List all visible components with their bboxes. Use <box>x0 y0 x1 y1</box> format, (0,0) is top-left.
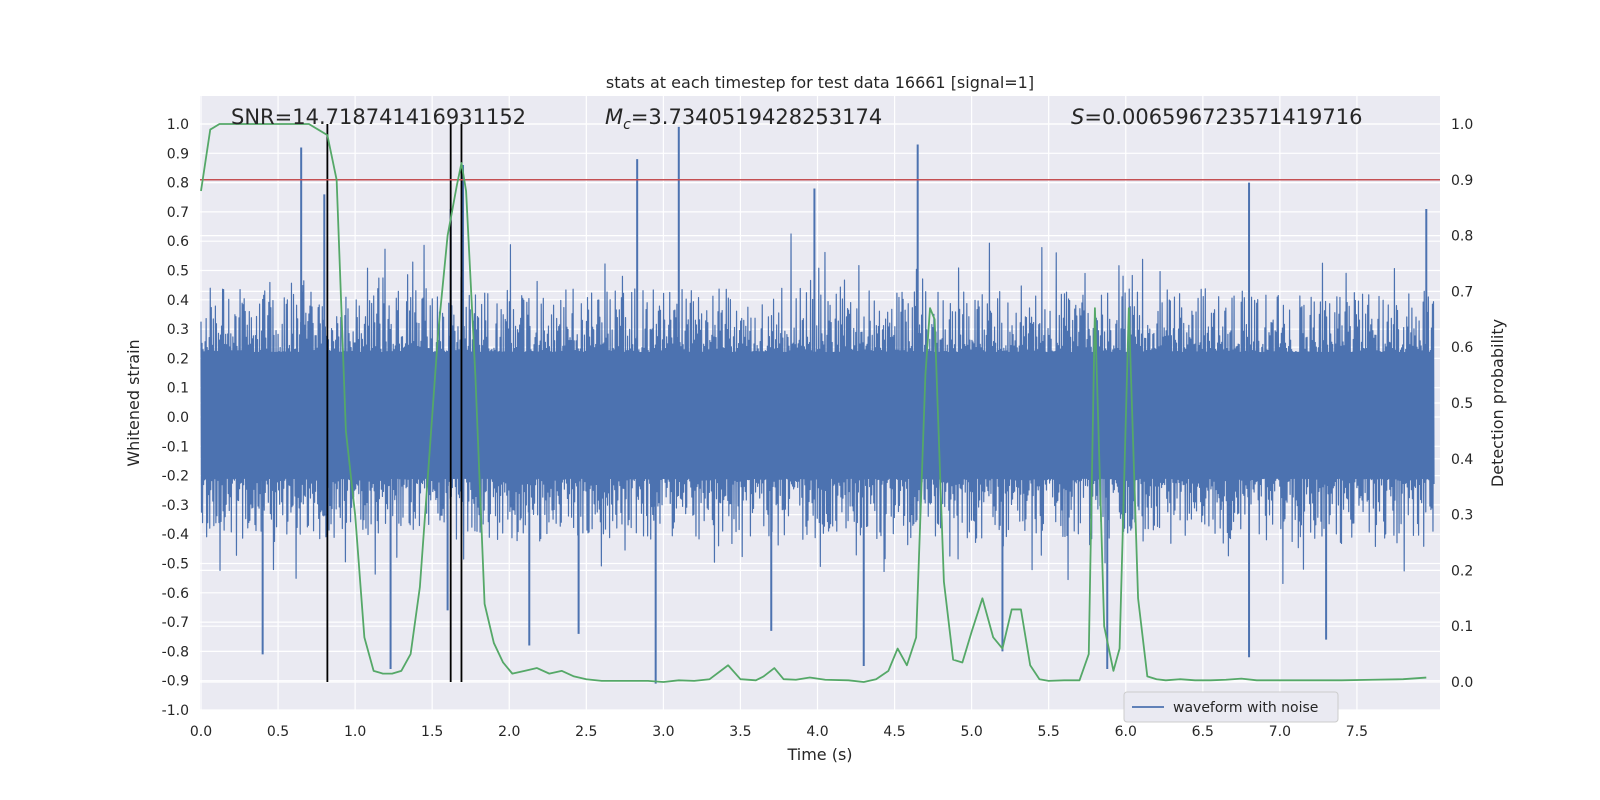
s-annotation: S=0.006596723571419716 <box>1071 105 1362 129</box>
x-tick-label: 5.0 <box>960 724 982 740</box>
y-tick-label: -0.6 <box>162 586 189 602</box>
y-tick-label: -1.0 <box>162 703 189 719</box>
x-tick-label: 5.5 <box>1038 724 1060 740</box>
y-right-tick-label: 0.3 <box>1451 508 1473 524</box>
x-tick-label: 3.0 <box>652 724 674 740</box>
y-tick-label: -0.9 <box>162 674 189 690</box>
y-tick-label: -0.3 <box>162 498 189 514</box>
y-tick-label: -0.8 <box>162 644 189 660</box>
y-tick-label: -0.2 <box>162 469 189 485</box>
y-right-tick-label: 0.6 <box>1451 340 1473 356</box>
y-tick-label: 0.9 <box>167 146 189 162</box>
probability-line <box>200 123 1427 683</box>
y-axis-label: Whitened strain <box>124 339 143 466</box>
chart-title: stats at each timestep for test data 166… <box>606 73 1034 92</box>
y-tick-label: -0.5 <box>162 557 189 573</box>
y-tick-label: 1.0 <box>167 117 189 133</box>
x-tick-label: 6.5 <box>1192 724 1214 740</box>
x-tick-label: 1.5 <box>421 724 443 740</box>
y-right-tick-label: 0.5 <box>1451 396 1473 412</box>
y-right-tick-labels: 0.0 0.1 0.2 0.3 0.4 0.5 0.6 0.7 0.8 0.9 1.0 <box>1451 117 1473 691</box>
y-tick-label: 0.1 <box>167 381 189 397</box>
y-tick-label: 0.7 <box>167 205 189 221</box>
x-tick-label: 3.5 <box>729 724 751 740</box>
x-tick-label: 2.5 <box>575 724 597 740</box>
x-tick-label: 6.0 <box>1115 724 1137 740</box>
y-right-axis-label: Detection probability <box>1488 319 1507 487</box>
y-tick-label: -0.1 <box>162 439 189 455</box>
y-right-tick-label: 0.7 <box>1451 284 1473 300</box>
snr-annotation: SNR=14.718741416931152 <box>231 105 526 129</box>
x-axis-label: Time (s) <box>786 745 852 764</box>
y-right-tick-label: 0.2 <box>1451 563 1473 579</box>
chirp-mass-value: =3.7340519428253174 <box>631 105 882 129</box>
y-right-tick-label: 1.0 <box>1451 117 1473 133</box>
chirp-mass-annotation: Mc=3.7340519428253174 <box>605 105 882 133</box>
y-right-tick-label: 0.1 <box>1451 619 1473 635</box>
legend: waveform with noise <box>1123 691 1339 723</box>
y-tick-labels: -1.0 -0.9 -0.8 -0.7 -0.6 -0.5 -0.4 -0.3 -0.2 -0.1… <box>162 117 189 719</box>
x-tick-label: 4.0 <box>806 724 828 740</box>
y-tick-label: -0.4 <box>162 527 189 543</box>
y-tick-label: 0.4 <box>167 293 189 309</box>
y-tick-label: 0.3 <box>167 322 189 338</box>
x-tick-label: 0.0 <box>190 724 212 740</box>
legend-label: waveform with noise <box>1173 700 1318 716</box>
x-tick-label: 4.5 <box>883 724 905 740</box>
x-tick-label: 2.0 <box>498 724 520 740</box>
y-tick-label: 0.5 <box>167 264 189 280</box>
x-tick-labels: 0.0 0.5 1.0 1.5 2.0 2.5 3.0 3.5 4.0 4.5 5.0 5.5 6.0 6… <box>190 724 1368 740</box>
y-tick-label: -0.7 <box>162 615 189 631</box>
y-right-tick-label: 0.4 <box>1451 452 1473 468</box>
legend-box <box>1123 691 1339 723</box>
y-tick-label: 0.8 <box>167 176 189 192</box>
y-tick-label: 0.2 <box>167 351 189 367</box>
waveform-line <box>200 233 1435 585</box>
y-right-tick-label: 0.0 <box>1451 675 1473 691</box>
x-tick-label: 7.5 <box>1346 724 1368 740</box>
y-tick-label: 0.0 <box>167 410 189 426</box>
probability-series <box>200 123 1427 683</box>
x-tick-label: 0.5 <box>267 724 289 740</box>
y-tick-label: 0.6 <box>167 234 189 250</box>
x-tick-label: 1.0 <box>344 724 366 740</box>
x-tick-label: 7.0 <box>1269 724 1291 740</box>
y-right-tick-label: 0.9 <box>1451 173 1473 189</box>
s-value: =0.006596723571419716 <box>1084 105 1362 129</box>
y-right-tick-label: 0.8 <box>1451 229 1473 245</box>
